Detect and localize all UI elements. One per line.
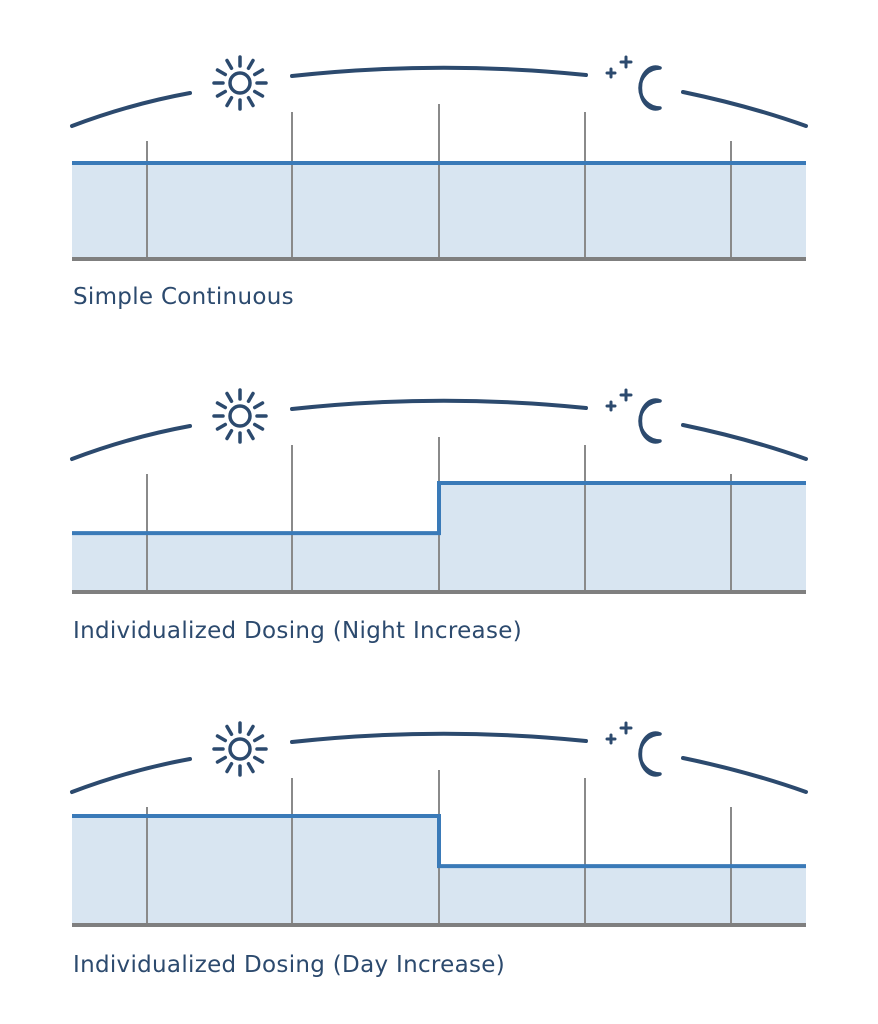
panel-2 — [70, 388, 808, 594]
sky-arc-left — [70, 424, 192, 461]
sun-ray — [215, 422, 228, 431]
sky-arc-right — [681, 90, 808, 128]
sun-ray — [246, 761, 255, 774]
sun-ray — [252, 734, 265, 743]
sun-ray — [215, 89, 228, 98]
star — [619, 721, 633, 735]
sky-arc-right — [681, 423, 808, 461]
sun-ray — [252, 401, 265, 410]
sky-arc-left — [70, 757, 192, 794]
star — [605, 67, 617, 79]
sun-ray — [215, 401, 228, 410]
sky-arc-middle — [290, 398, 588, 411]
panel-3 — [70, 721, 808, 927]
sun-ray — [225, 58, 234, 71]
dose-line — [72, 481, 806, 536]
sun-ray — [252, 89, 265, 98]
sun-core — [228, 404, 252, 428]
sun-ray — [246, 391, 255, 404]
sun-ray — [225, 95, 234, 108]
star — [619, 388, 633, 402]
sun-ray — [246, 58, 255, 71]
sky-arc-left — [70, 91, 192, 128]
moon-stars-icon — [605, 721, 662, 777]
star — [619, 55, 633, 69]
sun-ray — [252, 755, 265, 764]
sky-arc-middle — [290, 731, 588, 744]
moon-stars-icon — [605, 55, 662, 111]
sun-core — [228, 71, 252, 95]
panel-title-day-increase: Individualized Dosing (Day Increase) — [73, 952, 505, 978]
sun-ray — [225, 428, 234, 441]
sun-ray — [215, 68, 228, 77]
moon-crescent — [638, 731, 662, 777]
sun-ray — [252, 422, 265, 431]
sun-ray — [225, 761, 234, 774]
sun-ray — [215, 755, 228, 764]
sun-ray — [225, 391, 234, 404]
sun-ray — [246, 95, 255, 108]
star — [605, 400, 617, 412]
dose-line — [72, 814, 806, 869]
sun-ray — [252, 68, 265, 77]
moon-crescent — [638, 398, 662, 444]
panel-1 — [70, 55, 808, 261]
panel-title-night-increase: Individualized Dosing (Night Increase) — [73, 618, 522, 644]
sun-ray — [225, 724, 234, 737]
star — [605, 733, 617, 745]
sun-ray — [246, 724, 255, 737]
sun-icon — [212, 55, 268, 111]
sky-arc-right — [681, 756, 808, 794]
sun-ray — [246, 428, 255, 441]
sun-ray — [215, 734, 228, 743]
moon-stars-icon — [605, 388, 662, 444]
panel-title-simple-continuous: Simple Continuous — [73, 284, 294, 310]
sun-icon — [212, 721, 268, 777]
moon-crescent — [638, 65, 662, 111]
sun-core — [228, 737, 252, 761]
sun-icon — [212, 388, 268, 444]
sky-arc-middle — [290, 65, 588, 78]
